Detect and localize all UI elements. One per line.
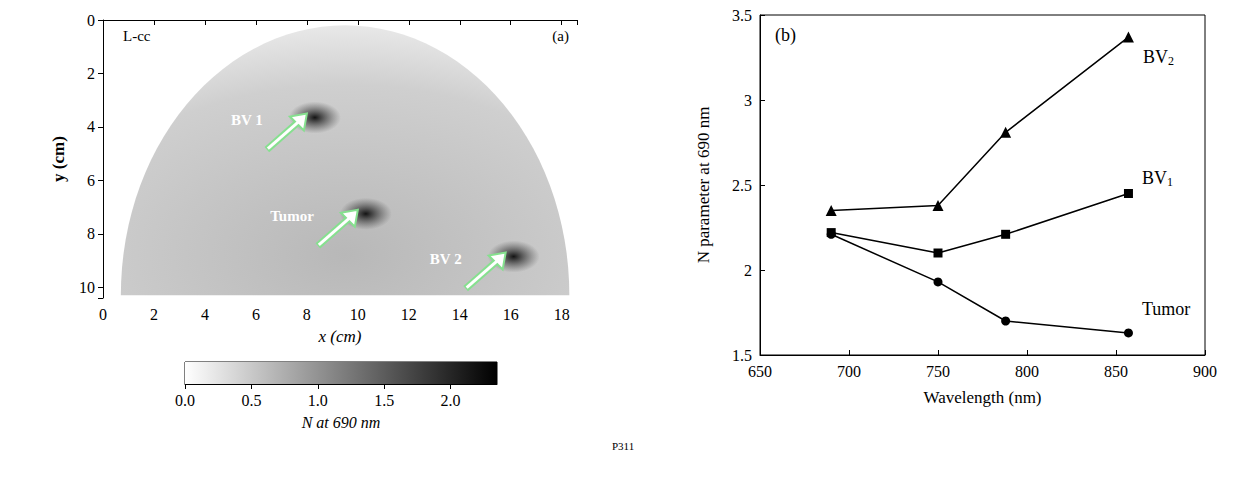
svg-text:(b): (b) — [775, 25, 796, 46]
svg-text:10: 10 — [350, 306, 366, 323]
svg-text:14: 14 — [452, 306, 468, 323]
svg-text:6: 6 — [87, 172, 95, 189]
svg-text:1.5: 1.5 — [732, 347, 752, 364]
svg-text:8: 8 — [303, 306, 311, 323]
svg-text:8: 8 — [87, 225, 95, 242]
svg-text:0.0: 0.0 — [175, 392, 195, 409]
svg-text:P311: P311 — [612, 440, 634, 452]
svg-text:700: 700 — [837, 363, 861, 380]
svg-text:800: 800 — [1015, 363, 1039, 380]
svg-text:N at 690 nm: N at 690 nm — [301, 414, 381, 431]
svg-text:4: 4 — [201, 306, 209, 323]
svg-text:0.5: 0.5 — [241, 392, 261, 409]
svg-text:Tumor: Tumor — [1142, 299, 1190, 319]
svg-text:2.0: 2.0 — [441, 392, 461, 409]
svg-text:2.5: 2.5 — [732, 177, 752, 194]
svg-text:900: 900 — [1193, 363, 1217, 380]
svg-text:1.5: 1.5 — [374, 392, 394, 409]
svg-text:3.5: 3.5 — [732, 7, 752, 24]
svg-text:4: 4 — [87, 118, 95, 135]
svg-text:850: 850 — [1104, 363, 1128, 380]
svg-text:10: 10 — [79, 279, 95, 296]
svg-text:1.0: 1.0 — [308, 392, 328, 409]
svg-text:BV 2: BV 2 — [430, 251, 462, 267]
svg-text:18: 18 — [554, 306, 570, 323]
svg-text:BV 1: BV 1 — [231, 112, 263, 128]
svg-text:0: 0 — [87, 12, 95, 29]
svg-text:x (cm): x (cm) — [318, 327, 362, 346]
svg-text:1: 1 — [1167, 175, 1173, 189]
svg-text:2: 2 — [1168, 54, 1174, 68]
svg-text:Wavelength (nm): Wavelength (nm) — [923, 388, 1041, 407]
svg-text:750: 750 — [926, 363, 950, 380]
svg-text:2: 2 — [150, 306, 158, 323]
svg-text:BV: BV — [1143, 47, 1168, 67]
svg-text:650: 650 — [748, 363, 772, 380]
svg-text:N parameter at 690 nm: N parameter at 690 nm — [694, 107, 713, 264]
svg-text:12: 12 — [401, 306, 417, 323]
svg-text:(a): (a) — [552, 28, 569, 45]
svg-text:BV: BV — [1142, 168, 1167, 188]
svg-text:L-cc: L-cc — [123, 28, 151, 44]
svg-text:2: 2 — [744, 262, 752, 279]
svg-text:0: 0 — [99, 306, 107, 323]
svg-text:6: 6 — [252, 306, 260, 323]
svg-text:y (cm): y (cm) — [49, 136, 68, 182]
svg-text:2: 2 — [87, 65, 95, 82]
svg-text:Tumor: Tumor — [270, 208, 314, 224]
svg-text:3: 3 — [744, 92, 752, 109]
svg-text:16: 16 — [503, 306, 519, 323]
